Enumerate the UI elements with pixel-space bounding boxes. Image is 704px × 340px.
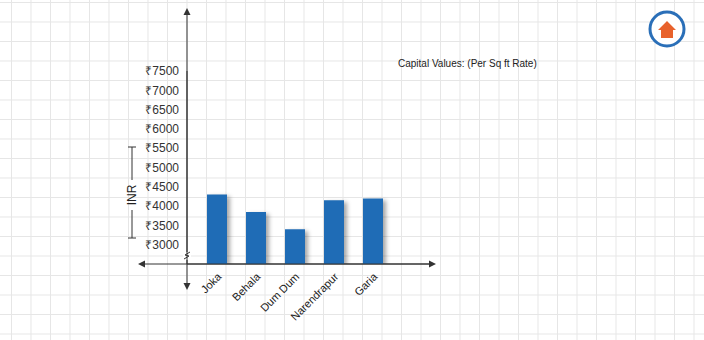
svg-text:Behala: Behala — [230, 270, 263, 303]
svg-text:₹4500: ₹4500 — [145, 180, 179, 194]
svg-text:Dum Dum: Dum Dum — [257, 270, 302, 314]
html-text:INR: INR — [125, 184, 139, 206]
svg-text:₹6000: ₹6000 — [145, 122, 179, 136]
html-text:Capital Values: (Per Sq ft Rat: Capital Values: (Per Sq ft Rate) — [398, 58, 537, 69]
svg-text:₹3500: ₹3500 — [145, 219, 179, 233]
svg-text:Narendrapur: Narendrapur — [288, 270, 340, 322]
svg-text:₹4000: ₹4000 — [145, 199, 179, 213]
svg-text:₹5000: ₹5000 — [145, 161, 179, 175]
svg-text:₹5500: ₹5500 — [145, 141, 179, 155]
svg-text:Joka: Joka — [199, 270, 225, 296]
svg-text:₹6500: ₹6500 — [145, 103, 179, 117]
svg-text:Garia: Garia — [352, 270, 380, 298]
svg-text:₹3000: ₹3000 — [145, 238, 179, 252]
svg-text:₹7500: ₹7500 — [145, 64, 179, 78]
svg-text:₹7000: ₹7000 — [145, 84, 179, 98]
